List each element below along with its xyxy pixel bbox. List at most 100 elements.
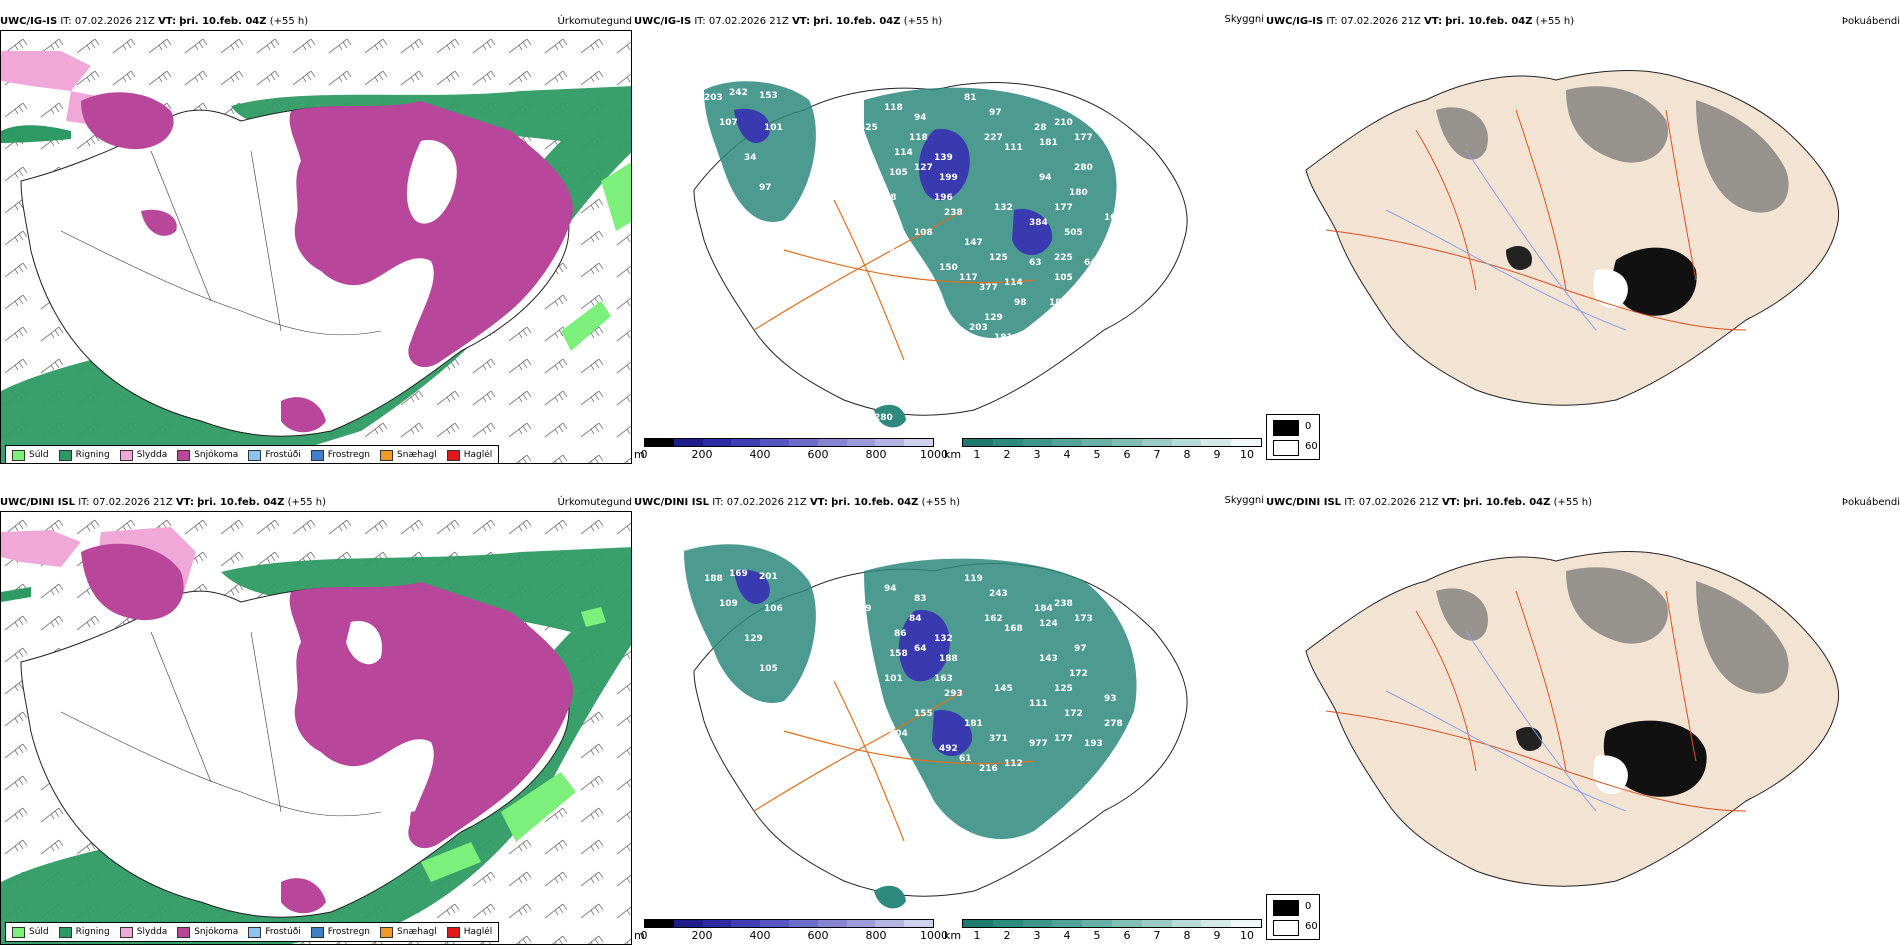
lead-time: (+55 h) <box>1553 497 1593 508</box>
cloud-base-label: 132 <box>934 634 953 644</box>
legend-swatch-frz-rain <box>310 449 324 461</box>
model-name: UWC/DINI ISL <box>0 497 76 508</box>
cloud-base-label: 129 <box>984 313 1003 323</box>
cloud-base-label: 384 <box>1029 218 1048 228</box>
fog-legend-swatch-0 <box>1273 420 1299 436</box>
fog-map[interactable] <box>1266 30 1900 464</box>
cloud-base-label: 371 <box>989 734 1008 744</box>
colorbar-segment <box>731 920 761 927</box>
it-label: IT: <box>712 497 724 508</box>
cloud-base-label: 114 <box>894 148 913 158</box>
cloud-base-label: 153 <box>759 91 778 101</box>
legend-swatch-rain <box>58 926 72 938</box>
colorbar-tick-label: 400 <box>749 448 771 461</box>
colorbar-segment <box>1111 439 1142 446</box>
lead-time: (+55 h) <box>269 16 309 27</box>
fog-map[interactable] <box>1266 511 1900 945</box>
legend-item: Slydda <box>119 449 167 461</box>
cloud-base-label: 34 <box>744 153 757 163</box>
panel-header: UWC/IG-IS IT: 07.02.2026 21Z VT: þri. 10… <box>634 14 1264 30</box>
cloud-base-label: 180 <box>1049 298 1068 308</box>
init-time: 07.02.2026 21Z <box>726 497 807 508</box>
legend-item: Frostregn <box>310 449 370 461</box>
valid-time: þri. 10.feb. 04Z <box>1463 497 1551 508</box>
cloud-base-label: 297 <box>1009 343 1028 353</box>
init-time: 07.02.2026 21Z <box>74 16 155 27</box>
cloud-base-label: 105 <box>759 664 778 674</box>
panel-header: UWC/DINI ISL IT: 07.02.2026 21Z VT: þri.… <box>1266 495 1900 511</box>
cloud-base-label: 107 <box>719 118 738 128</box>
colorbar-tick-label: 1000 <box>920 448 948 461</box>
cloud-base-label: 238 <box>944 208 963 218</box>
legend-swatch-frz-rain <box>310 926 324 938</box>
ceiling-unit: m <box>634 929 645 942</box>
cloud-base-label: 196 <box>934 193 953 203</box>
cloud-base-label: 84 <box>909 614 922 624</box>
precip-map[interactable]: Súld Rigning Slydda Snjókoma Frostúði Fr… <box>0 511 632 945</box>
legend-item: Snæhagl <box>380 926 437 938</box>
init-time: 07.02.2026 21Z <box>1340 16 1421 27</box>
cloud-base-label: 243 <box>989 589 1008 599</box>
cloud-base-label: 172 <box>1064 709 1083 719</box>
cloud-base-label: 105 <box>889 168 908 178</box>
cloud-base-label: 181 <box>1039 138 1058 148</box>
precip-map[interactable]: Súld Rigning Slydda Snjókoma Frostúði Fr… <box>0 30 632 464</box>
colorbar-segment <box>673 439 703 446</box>
init-time: 07.02.2026 21Z <box>708 16 789 27</box>
colorbar-tick-label: 9 <box>1213 929 1221 942</box>
cloud-map[interactable]: 203 242 153 107 101 34 97 118 94 525 118 114 105 127 9… <box>634 30 1264 446</box>
it-label: IT: <box>694 16 706 27</box>
colorbar-tick-label: 6 <box>1123 448 1131 461</box>
cloud-base-label: 94 <box>914 113 927 123</box>
vt-label: VT: <box>1424 16 1443 27</box>
panel-title: Þokuábendi <box>1841 497 1900 508</box>
legend-item: Frostúði <box>248 449 301 461</box>
fog-legend-label-0: 0 <box>1305 421 1312 432</box>
colorbar-tick-label: 600 <box>807 929 829 942</box>
cloud-base-label: 168 <box>1004 624 1023 634</box>
colorbar-segment <box>963 920 993 927</box>
cloud-base-label: 83 <box>914 594 927 604</box>
colorbar-segment <box>1201 920 1232 927</box>
visibility-unit: km <box>944 929 962 942</box>
valid-time: þri. 10.feb. 04Z <box>179 16 267 27</box>
colorbar-tick-label: 200 <box>691 448 713 461</box>
colorbar-segment <box>817 439 847 446</box>
precip-legend: Súld Rigning Slydda Snjókoma Frostúði Fr… <box>5 445 500 463</box>
vt-label: VT: <box>809 497 828 508</box>
colorbar-segment <box>846 920 876 927</box>
legend-item: Frostúði <box>248 926 301 938</box>
colorbar-tick-label: 200 <box>691 929 713 942</box>
cloud-base-label: 225 <box>1054 253 1073 263</box>
valid-time: þri. 10.feb. 04Z <box>831 497 919 508</box>
colorbar-tick-label: 3 <box>1033 448 1041 461</box>
cloud-base-label: 203 <box>969 323 988 333</box>
visibility-unit: km <box>944 448 962 461</box>
legend-swatch-snow <box>177 926 191 938</box>
colorbar-tick-label: 9 <box>1213 448 1221 461</box>
cloud-base-label: 64 <box>1084 258 1097 268</box>
rain-area <box>1 547 631 944</box>
cloud-base-label: 127 <box>914 163 933 173</box>
colorbar-tick-label: 1 <box>973 448 981 461</box>
colorbar-segment <box>1082 439 1112 446</box>
valid-time: þri. 10.feb. 04Z <box>197 497 285 508</box>
cloud-base-label: 203 <box>704 93 723 103</box>
cloud-base-label: 112 <box>1004 759 1023 769</box>
cloud-base-label: 106 <box>764 604 783 614</box>
cloud-base-label: 119 <box>964 574 983 584</box>
colorbar-segment <box>1231 920 1261 927</box>
cloud-base-label: 111 <box>1004 143 1023 153</box>
cloud-base-label: 111 <box>1029 699 1048 709</box>
init-time: 07.02.2026 21Z <box>1358 497 1439 508</box>
cloud-base-label: 201 <box>759 572 778 582</box>
colorbar-segment <box>731 439 761 446</box>
cloud-map[interactable]: 188 169 201 109 106 129 105 94 83 99 84 86 158 64 101 1… <box>634 511 1264 927</box>
cloud-base-label: 118 <box>909 133 928 143</box>
cloud-base-label: 150 <box>939 263 958 273</box>
lead-time: (+55 h) <box>1535 16 1575 27</box>
legend-item: Snjókoma <box>177 449 238 461</box>
colorbar-tick-label: 5 <box>1093 929 1101 942</box>
legend-swatch-sul <box>12 926 25 938</box>
colorbar-segment <box>963 439 993 446</box>
